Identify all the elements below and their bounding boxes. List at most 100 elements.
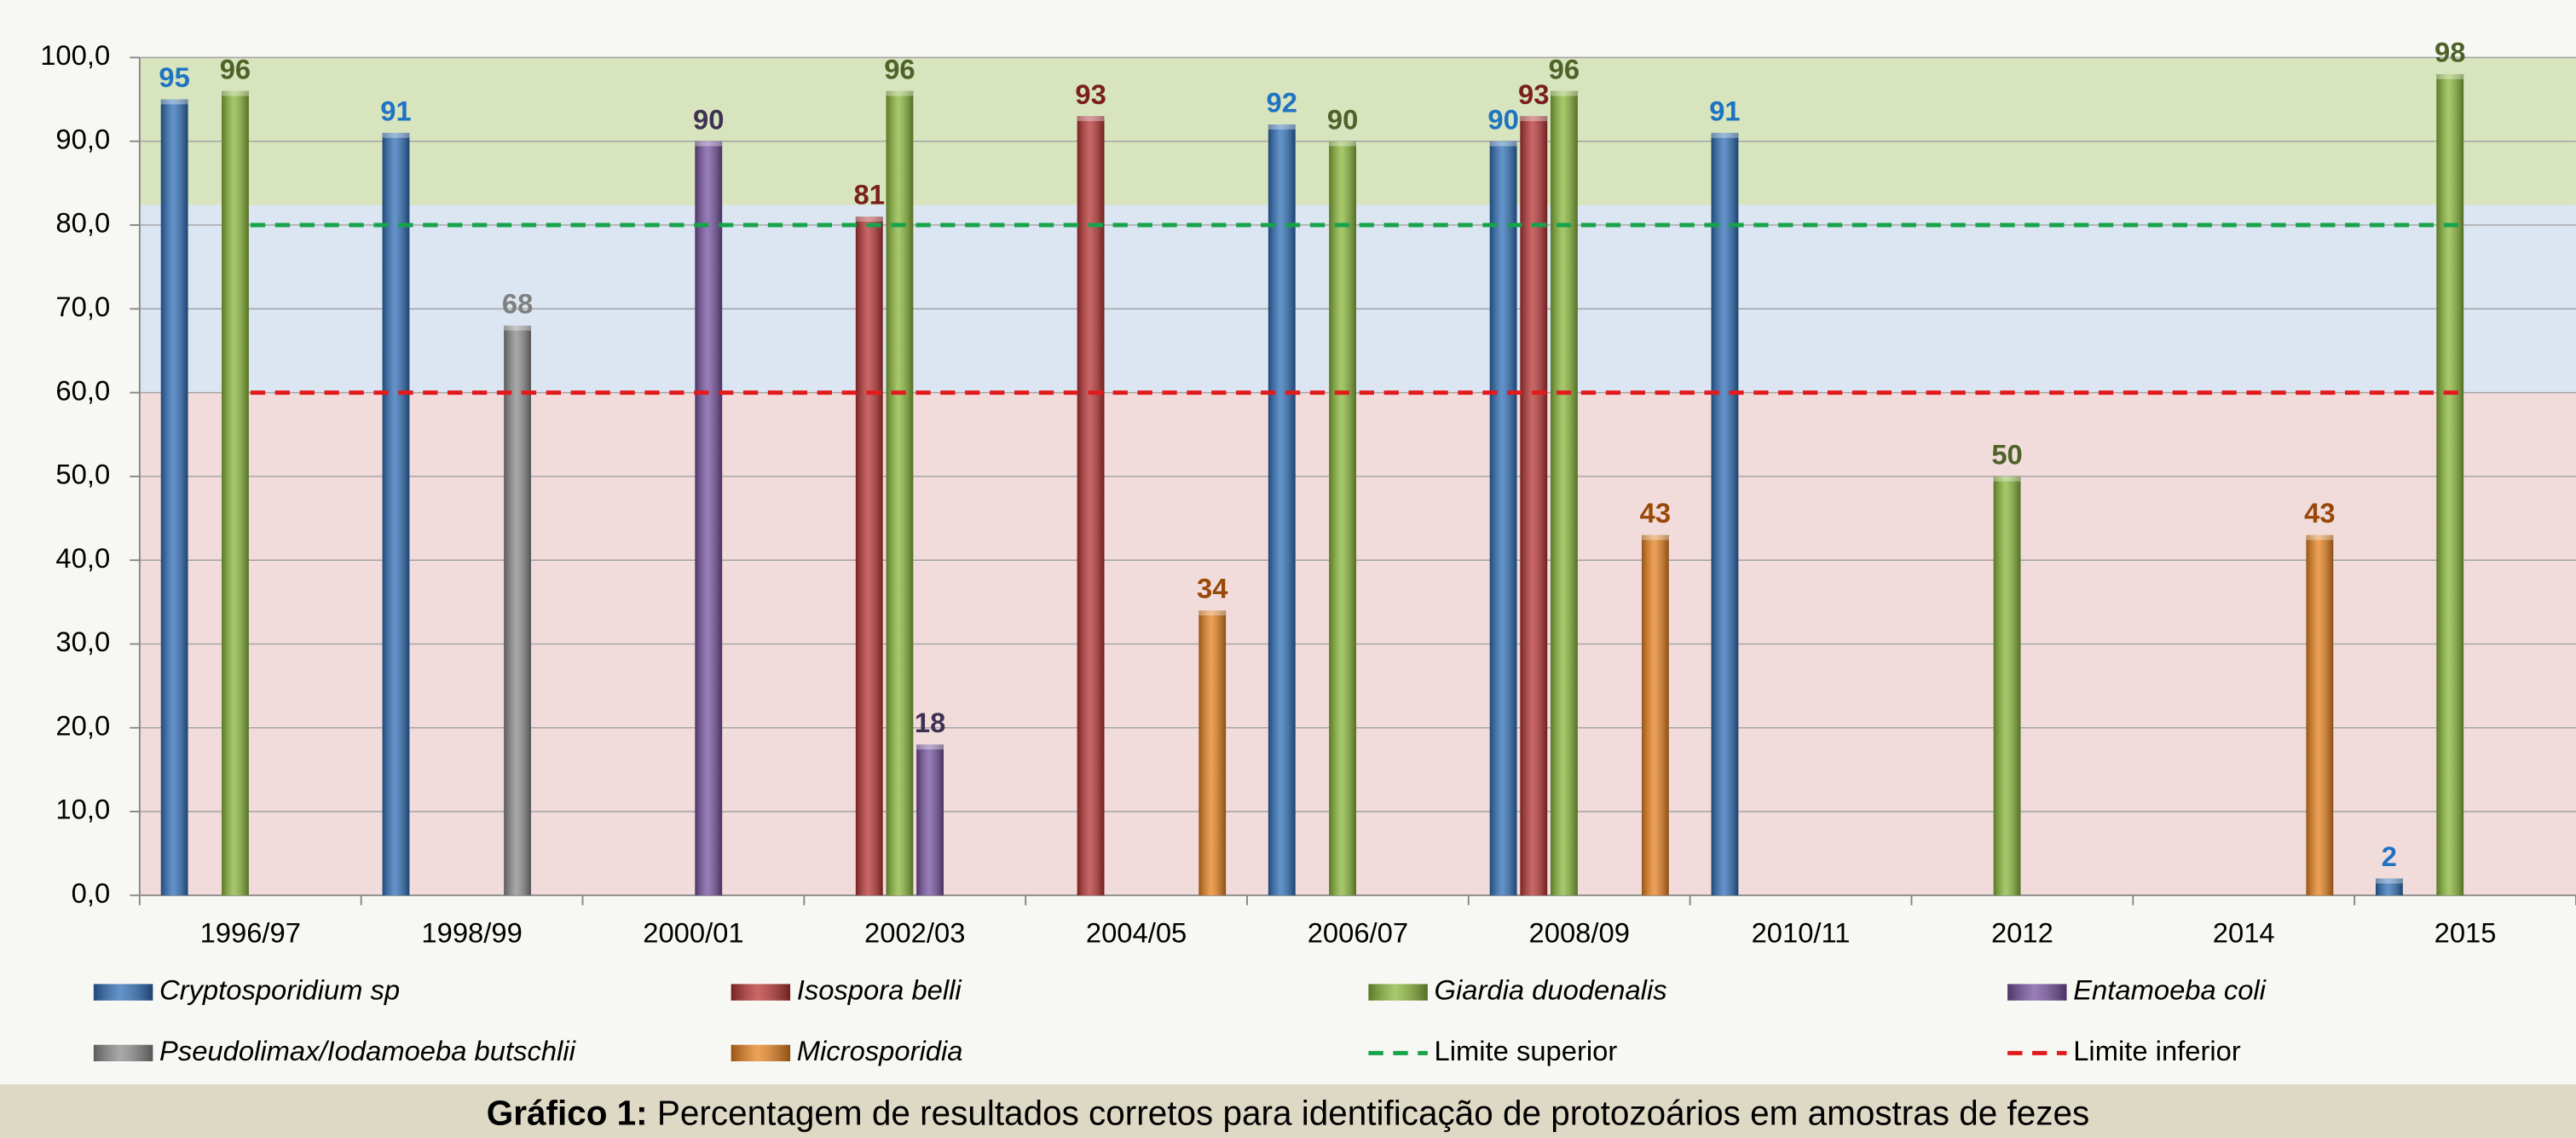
x-tick-label: 2014: [2213, 916, 2275, 948]
y-tick-label: 90,0: [55, 123, 110, 154]
x-tick-label: 2008/09: [1529, 916, 1630, 948]
legend-label: Giardia duodenalis: [1435, 974, 1667, 1006]
legend-item: Limite superior: [1368, 1035, 1617, 1066]
legend-swatch-shade: [93, 984, 153, 1001]
y-tick-label: 20,0: [55, 709, 110, 741]
bar-shade: [916, 744, 944, 896]
data-label: 68: [502, 288, 533, 320]
bar-top: [1551, 90, 1578, 96]
bar-shade: [382, 132, 410, 896]
bar-shade: [2306, 534, 2334, 896]
x-tick-label: 2000/01: [643, 916, 743, 948]
data-label: 34: [1197, 573, 1228, 604]
y-tick-label: 30,0: [55, 626, 110, 657]
data-label: 50: [1991, 438, 2022, 470]
x-tick-label: 2002/03: [864, 916, 965, 948]
x-tick-label: 2015: [2434, 916, 2497, 948]
legend-label: Entamoeba coli: [2073, 974, 2267, 1006]
data-label: 92: [1267, 87, 1297, 118]
bar-shade: [2376, 878, 2403, 896]
data-label: 96: [1549, 53, 1580, 84]
bar-top: [916, 744, 944, 750]
data-label: 81: [854, 179, 885, 211]
band: [139, 57, 2576, 205]
bar-top: [1198, 610, 1227, 615]
bar-top: [886, 90, 914, 96]
bar-top: [1520, 116, 1548, 122]
legend-item: Isospora belli: [731, 974, 963, 1006]
band: [139, 205, 2576, 393]
bar-top: [382, 132, 410, 138]
x-tick-label: 1998/99: [421, 916, 522, 948]
bar-top: [2306, 534, 2334, 540]
bar-top: [1329, 141, 1356, 147]
bar-top: [160, 99, 188, 105]
data-label: 93: [1075, 78, 1106, 110]
bar-shade: [1520, 116, 1548, 896]
y-tick-label: 50,0: [55, 459, 110, 490]
x-tick-label: 1996/97: [200, 916, 301, 948]
legend-label: Isospora belli: [797, 974, 963, 1006]
legend-item: Pseudolimax/Iodamoeba butschlii: [93, 1035, 577, 1066]
data-label: 90: [1487, 103, 1518, 135]
data-label: 93: [1518, 78, 1549, 110]
bar-shade: [1551, 90, 1578, 896]
y-tick-label: 80,0: [55, 207, 110, 239]
bar-top: [2436, 74, 2464, 79]
legend-label: Pseudolimax/Iodamoeba butschlii: [159, 1035, 577, 1066]
x-tick-label: 2012: [1991, 916, 2053, 948]
data-label: 18: [915, 707, 945, 738]
caption-text: Percentagem de resultados corretos para …: [657, 1093, 2089, 1132]
y-tick-label: 40,0: [55, 542, 110, 574]
bar-shade: [1489, 141, 1517, 896]
x-tick-label: 2006/07: [1308, 916, 1408, 948]
bar-shade: [222, 90, 249, 896]
data-label: 91: [1709, 95, 1740, 126]
bar-top: [855, 217, 883, 222]
bar-shade: [1711, 132, 1739, 896]
data-label: 90: [1327, 103, 1358, 135]
y-tick-label: 10,0: [55, 794, 110, 825]
bar-shade: [1993, 476, 2021, 896]
y-tick-label: 0,0: [72, 877, 111, 909]
caption-box: [0, 1083, 2576, 1138]
bar-top: [1711, 132, 1739, 138]
bar-shade: [2436, 74, 2464, 896]
bar-top: [1489, 141, 1517, 147]
data-label: 2: [2382, 841, 2397, 872]
bar-shade: [1268, 124, 1296, 896]
legend-swatch-shade: [731, 1044, 791, 1061]
caption-label: Gráfico 1:: [487, 1093, 648, 1132]
bar-shade: [855, 217, 883, 896]
data-label: 90: [693, 103, 724, 135]
bar-shade: [1198, 610, 1227, 896]
x-tick-label: 2004/05: [1086, 916, 1187, 948]
y-tick-label: 60,0: [55, 374, 110, 406]
caption: Gráfico 1: Percentagem de resultados cor…: [487, 1093, 2090, 1132]
data-label: 91: [380, 95, 411, 126]
bar-shade: [1641, 534, 1669, 896]
legend-item: Giardia duodenalis: [1368, 974, 1667, 1006]
legend-item: Limite inferior: [2007, 1035, 2241, 1066]
legend-label: Limite inferior: [2073, 1035, 2241, 1066]
legend-swatch-shade: [731, 984, 791, 1001]
x-tick-label: 2010/11: [1752, 916, 1851, 948]
bar-top: [1077, 116, 1105, 122]
legend-label: Cryptosporidium sp: [159, 974, 400, 1006]
bar-top: [222, 90, 249, 96]
bar-shade: [695, 141, 723, 896]
legend-swatch-shade: [1368, 984, 1428, 1001]
data-label: 98: [2434, 37, 2465, 68]
data-label: 95: [159, 61, 189, 93]
bar-top: [1993, 476, 2021, 482]
data-label: 96: [220, 53, 251, 84]
bar-top: [1268, 124, 1296, 130]
legend-item: Cryptosporidium sp: [93, 974, 400, 1006]
legend-label: Microsporidia: [797, 1035, 963, 1066]
legend-swatch-shade: [2007, 984, 2067, 1001]
bar-top: [2376, 878, 2403, 884]
legend-item: Microsporidia: [731, 1035, 963, 1066]
legend-label: Limite superior: [1435, 1035, 1618, 1066]
